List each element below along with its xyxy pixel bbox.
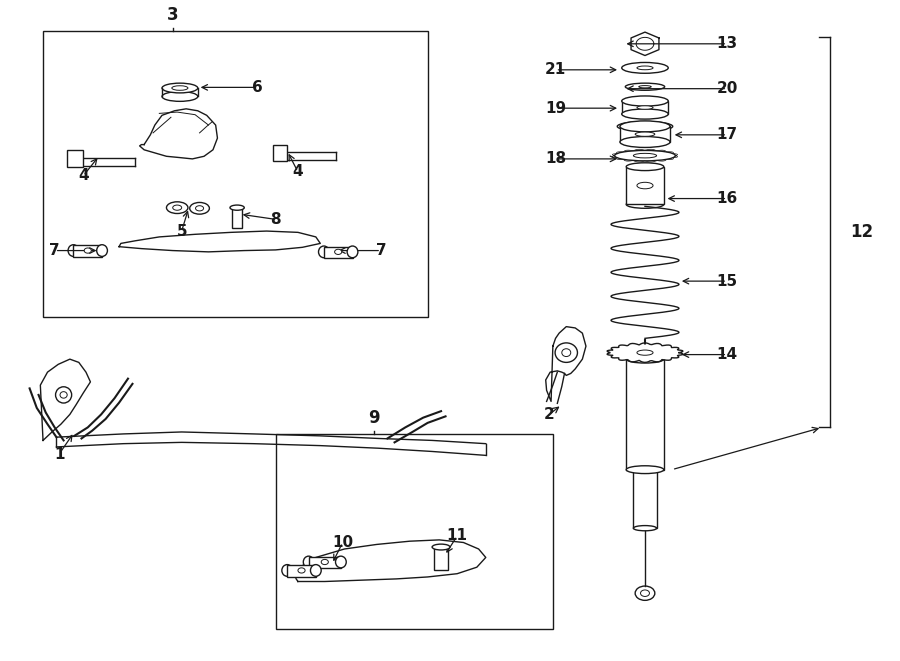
Bar	[634, 470, 657, 528]
Text: 12: 12	[850, 223, 873, 241]
Ellipse shape	[60, 392, 68, 398]
Text: 18: 18	[545, 151, 566, 167]
Ellipse shape	[68, 245, 79, 256]
Ellipse shape	[432, 544, 450, 550]
Ellipse shape	[626, 83, 665, 91]
Text: 19: 19	[545, 100, 566, 116]
Text: 3: 3	[166, 7, 178, 24]
Ellipse shape	[615, 151, 675, 161]
Text: 11: 11	[446, 529, 468, 543]
Text: 8: 8	[270, 212, 281, 227]
Bar	[232, 208, 242, 229]
Text: 7: 7	[376, 243, 386, 258]
Ellipse shape	[195, 206, 203, 211]
Ellipse shape	[162, 83, 198, 93]
Bar	[273, 145, 287, 161]
Ellipse shape	[85, 248, 91, 253]
Text: 6: 6	[252, 80, 263, 95]
Text: 16: 16	[716, 191, 738, 206]
Ellipse shape	[634, 525, 657, 531]
Text: 15: 15	[716, 274, 738, 289]
Text: 5: 5	[176, 223, 187, 239]
Ellipse shape	[172, 86, 188, 91]
Text: 10: 10	[332, 535, 353, 550]
Bar	[74, 245, 102, 257]
Ellipse shape	[617, 122, 672, 132]
Text: 13: 13	[716, 36, 738, 52]
Ellipse shape	[319, 246, 329, 258]
Ellipse shape	[626, 355, 664, 363]
Bar	[275, 434, 553, 629]
Ellipse shape	[637, 106, 653, 109]
Text: 4: 4	[78, 169, 88, 183]
Ellipse shape	[173, 205, 182, 210]
Ellipse shape	[620, 121, 670, 132]
Ellipse shape	[335, 249, 342, 254]
Text: 17: 17	[716, 128, 738, 142]
Ellipse shape	[609, 344, 680, 361]
Text: 9: 9	[368, 409, 380, 428]
Ellipse shape	[635, 586, 655, 600]
Ellipse shape	[641, 590, 650, 596]
Ellipse shape	[637, 66, 653, 70]
Ellipse shape	[162, 92, 198, 101]
Bar	[622, 101, 668, 114]
Bar	[68, 151, 84, 167]
Bar	[309, 557, 341, 568]
Bar	[620, 126, 670, 142]
Text: 14: 14	[716, 347, 738, 362]
Text: 7: 7	[50, 243, 60, 258]
Ellipse shape	[634, 153, 657, 158]
Ellipse shape	[303, 556, 314, 568]
Ellipse shape	[56, 387, 72, 403]
Text: 21: 21	[544, 62, 566, 77]
Ellipse shape	[562, 349, 571, 356]
Ellipse shape	[622, 96, 668, 106]
Ellipse shape	[230, 205, 244, 210]
Ellipse shape	[555, 343, 578, 362]
Bar	[626, 167, 664, 204]
Ellipse shape	[639, 85, 652, 88]
Ellipse shape	[637, 182, 653, 189]
Ellipse shape	[635, 132, 655, 136]
Text: 2: 2	[544, 407, 554, 422]
Ellipse shape	[282, 564, 292, 576]
Ellipse shape	[637, 350, 653, 355]
Ellipse shape	[321, 559, 328, 564]
Ellipse shape	[626, 200, 664, 208]
Text: 1: 1	[54, 447, 65, 461]
Ellipse shape	[310, 564, 321, 576]
Ellipse shape	[96, 245, 107, 256]
Ellipse shape	[298, 568, 305, 573]
Bar	[324, 247, 353, 258]
Bar	[434, 547, 448, 570]
Ellipse shape	[622, 109, 668, 119]
Ellipse shape	[166, 202, 188, 214]
Ellipse shape	[620, 137, 670, 147]
Ellipse shape	[336, 556, 346, 568]
Ellipse shape	[626, 466, 664, 473]
Text: 20: 20	[716, 81, 738, 96]
Bar	[626, 359, 664, 470]
Ellipse shape	[347, 246, 358, 258]
Bar	[43, 31, 428, 317]
Ellipse shape	[622, 62, 668, 73]
Bar	[287, 565, 316, 577]
Ellipse shape	[190, 202, 210, 214]
Text: 4: 4	[292, 165, 303, 179]
Ellipse shape	[626, 163, 664, 171]
